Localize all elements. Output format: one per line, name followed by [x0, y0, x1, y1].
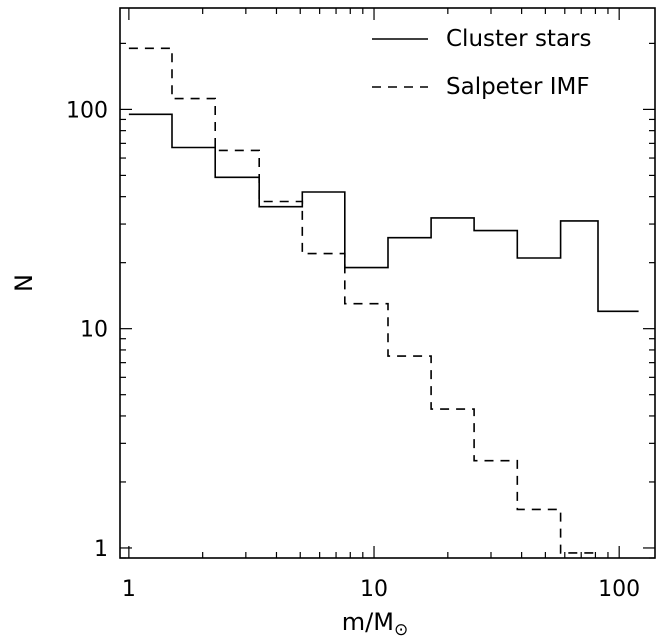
plot-area — [119, 7, 656, 559]
series-salpeter-imf — [128, 47, 598, 554]
legend: Cluster stars Salpeter IMF — [372, 26, 591, 100]
legend-label: Cluster stars — [446, 26, 591, 52]
legend-label: Salpeter IMF — [446, 74, 590, 100]
y-tick-label: 100 — [66, 98, 108, 123]
x-tick-label: 10 — [360, 577, 388, 602]
x-axis-sun-symbol: ⊙ — [394, 620, 408, 640]
plot-frame — [119, 7, 656, 559]
axis-ticks: 1 10 100 1 10 100 — [66, 8, 655, 602]
x-tick-label: 1 — [122, 577, 136, 602]
series-cluster-stars — [128, 113, 639, 313]
x-tick-label: 100 — [598, 577, 640, 602]
series-layer — [128, 47, 639, 554]
x-axis-title-text: m/M — [342, 608, 394, 636]
y-axis-title: N — [10, 274, 38, 292]
x-axis-title: m/M⊙ — [342, 608, 408, 640]
y-tick-label: 1 — [94, 537, 108, 562]
y-tick-label: 10 — [80, 318, 108, 343]
